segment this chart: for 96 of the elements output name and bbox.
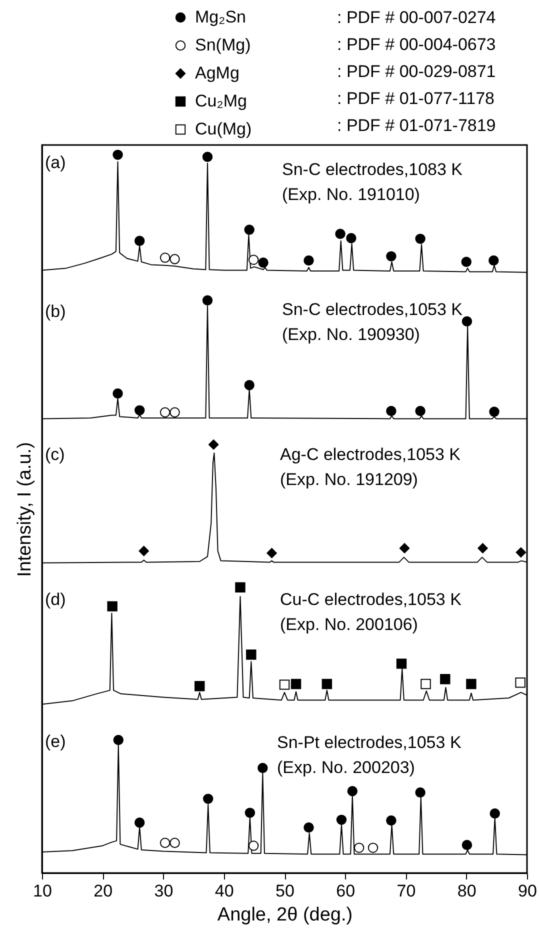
x-tick-label: 10 — [33, 882, 52, 900]
point — [386, 251, 396, 262]
annotation: Ag-C electrodes,1053 K — [280, 445, 462, 464]
point — [113, 734, 124, 746]
x-tick-label: 90 — [518, 882, 537, 900]
point — [258, 762, 268, 774]
x-tick-label: 70 — [396, 882, 416, 900]
point — [134, 818, 145, 828]
legend-label: AgMg — [195, 64, 240, 82]
annotation: (d) — [45, 590, 66, 609]
point — [258, 258, 268, 268]
point — [279, 680, 290, 690]
point — [515, 677, 526, 688]
text: : PDF # 00-007-0274 — [337, 8, 496, 27]
point — [107, 601, 118, 612]
point — [244, 224, 254, 235]
text: : PDF # 00-029-0871 — [337, 62, 496, 81]
point — [336, 814, 347, 825]
point — [248, 840, 259, 851]
annotation: (c) — [45, 445, 65, 464]
point — [462, 316, 472, 326]
annotation: Cu-C electrodes,1053 K — [280, 590, 462, 609]
point — [290, 678, 302, 690]
annotation: (Exp. No. 190930) — [282, 325, 420, 344]
legend-label: Cu(Mg) — [195, 120, 252, 138]
point — [335, 228, 346, 239]
point — [462, 840, 472, 850]
annotation: (Exp. No. 191010) — [282, 185, 420, 204]
x-tick-label: 30 — [154, 882, 174, 900]
point — [112, 388, 123, 399]
point — [478, 543, 488, 554]
point — [208, 439, 219, 450]
point — [246, 649, 256, 660]
point — [138, 546, 149, 556]
legend-label: Cu₂Mg — [195, 92, 247, 110]
point — [134, 236, 145, 246]
point — [304, 255, 314, 266]
annotation: (e) — [45, 732, 66, 751]
point — [415, 406, 426, 416]
legend-label: Sn(Mg) — [195, 36, 251, 54]
annotation: (a) — [45, 153, 66, 172]
point — [160, 407, 170, 418]
annotation: Sn-Pt electrodes,1053 K — [277, 733, 462, 752]
point — [170, 254, 180, 264]
point — [235, 582, 246, 593]
point — [347, 786, 358, 796]
point — [490, 808, 500, 819]
annotation: (b) — [45, 302, 66, 321]
point — [266, 548, 277, 558]
text: : PDF # 00-004-0673 — [337, 35, 496, 54]
point — [170, 407, 180, 418]
y-axis-title: Intensity, I (a.u.) — [14, 442, 36, 577]
point — [488, 255, 499, 266]
point — [322, 678, 332, 690]
x-tick-label: 20 — [94, 882, 113, 900]
x-tick-label: 50 — [276, 882, 294, 900]
point — [461, 256, 472, 267]
x-tick-label: 80 — [457, 882, 476, 900]
point — [399, 543, 410, 554]
text: : PDF # 01-077-1178 — [337, 89, 494, 108]
point — [386, 815, 396, 826]
annotation: (Exp. No. 200106) — [280, 615, 418, 634]
annotation: Sn-C electrodes,1083 K — [282, 160, 464, 179]
point — [170, 838, 180, 848]
x-axis-title: Angle, 2θ (deg.) — [217, 904, 353, 926]
text: : PDF # 01-071-7819 — [337, 116, 496, 135]
point — [415, 787, 426, 798]
annotation: (Exp. No. 200203) — [277, 758, 415, 777]
point — [248, 254, 259, 265]
point — [396, 658, 407, 669]
point — [202, 295, 213, 306]
point — [160, 838, 170, 848]
point — [194, 680, 205, 692]
point — [516, 547, 526, 558]
point — [420, 678, 431, 690]
x-tick-label: 60 — [336, 882, 356, 900]
point — [134, 405, 145, 416]
point — [440, 674, 450, 684]
point — [160, 252, 170, 263]
point — [415, 234, 426, 244]
point — [244, 380, 254, 390]
point — [203, 794, 214, 804]
annotation: Sn-C electrodes,1053 K — [282, 300, 464, 319]
point — [386, 406, 396, 416]
point — [244, 808, 256, 818]
point — [304, 822, 314, 833]
point — [489, 406, 500, 417]
annotation: (Exp. No. 191209) — [280, 470, 418, 489]
point — [466, 678, 476, 690]
point — [354, 842, 364, 853]
point — [368, 842, 378, 853]
point — [112, 150, 123, 160]
x-tick-label: 40 — [214, 882, 234, 900]
legend-label: Mg₂Sn — [195, 8, 246, 26]
point — [346, 233, 356, 244]
point — [202, 152, 213, 162]
